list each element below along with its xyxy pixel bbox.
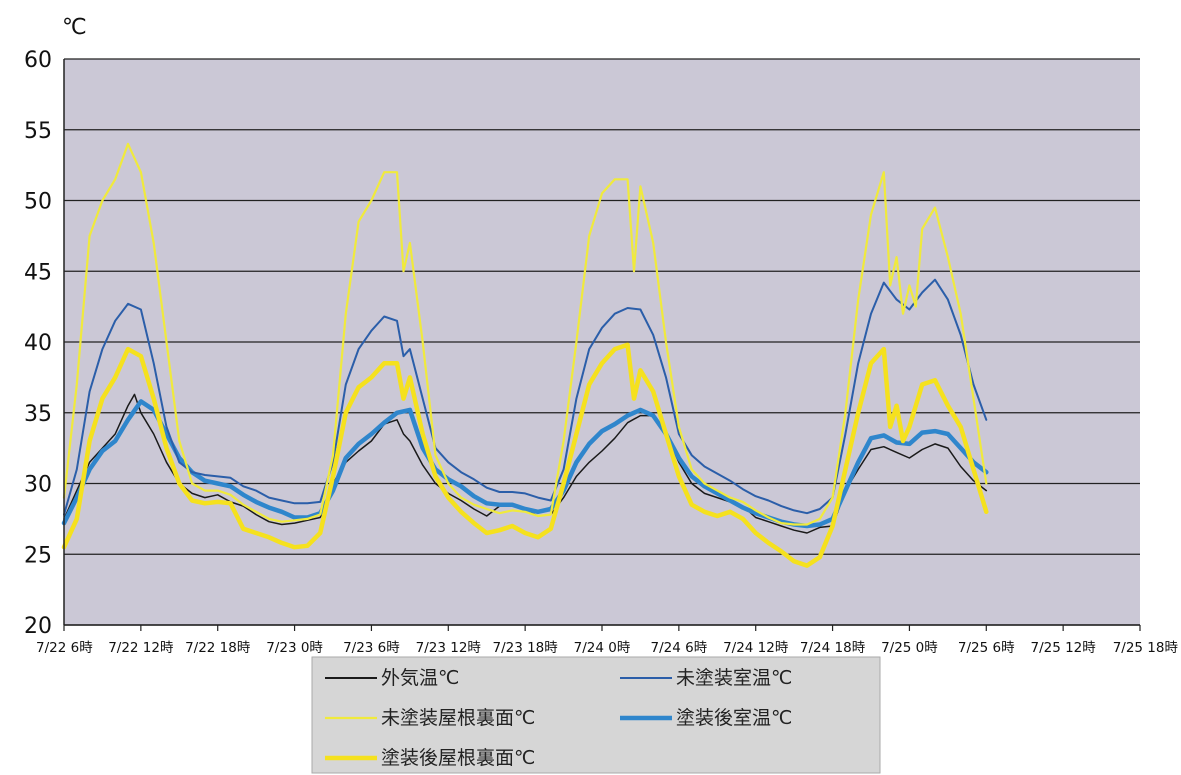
y-tick-label-55: 55 <box>24 119 52 144</box>
legend-label-0: 外気温℃ <box>381 667 459 689</box>
legend-label-4: 塗装後屋根裏面℃ <box>381 746 535 769</box>
x-tick-label-14: 7/25 18時 <box>1113 640 1179 656</box>
y-tick-label-25: 25 <box>24 543 52 568</box>
x-tick-label-2: 7/22 18時 <box>185 640 251 656</box>
legend-label-1: 未塗装室温℃ <box>676 666 792 689</box>
y-tick-label-60: 60 <box>24 48 52 73</box>
y-tick-label-40: 40 <box>24 331 52 356</box>
y-tick-label-50: 50 <box>24 190 52 215</box>
series-line-4 <box>61 342 989 568</box>
x-tick-label-12: 7/25 6時 <box>958 640 1015 656</box>
y-tick-label-20: 20 <box>24 614 52 639</box>
y-tick-label-30: 30 <box>24 473 52 498</box>
x-tick-label-5: 7/23 12時 <box>416 640 482 656</box>
x-tick-label-10: 7/24 18時 <box>800 640 866 656</box>
x-tick-label-11: 7/25 0時 <box>881 640 938 656</box>
y-tick-label-45: 45 <box>24 260 52 285</box>
x-tick-label-1: 7/22 12時 <box>108 640 174 656</box>
axes: 20 25 30 35 40 45 50 55 60 7/22 6時 7/22 12時 7/22 18… <box>24 48 1178 656</box>
legend: 外気温℃ 未塗装室温℃ 未塗装屋根裏面℃ 塗装後室温℃ 塗装後屋根裏面℃ <box>311 656 881 774</box>
series-lines <box>61 142 989 568</box>
x-tick-label-13: 7/25 12時 <box>1030 640 1096 656</box>
legend-label-2: 未塗装屋根裏面℃ <box>381 706 535 729</box>
x-tick-label-0: 7/22 6時 <box>36 640 93 656</box>
x-tick-label-3: 7/23 0時 <box>266 640 323 656</box>
x-tick-label-7: 7/24 0時 <box>574 640 631 656</box>
legend-box <box>311 656 881 774</box>
gridlines <box>64 58 1140 626</box>
x-tick-label-6: 7/23 18時 <box>492 640 558 656</box>
series-line-2 <box>62 142 988 526</box>
legend-label-3: 塗装後室温℃ <box>676 706 792 729</box>
y-tick-label-35: 35 <box>24 402 52 427</box>
x-tick-label-8: 7/24 6時 <box>651 640 708 656</box>
x-tick-label-9: 7/24 12時 <box>723 640 789 656</box>
y-axis-unit-label: ℃ <box>62 15 87 40</box>
x-tick-label-4: 7/23 6時 <box>343 640 400 656</box>
